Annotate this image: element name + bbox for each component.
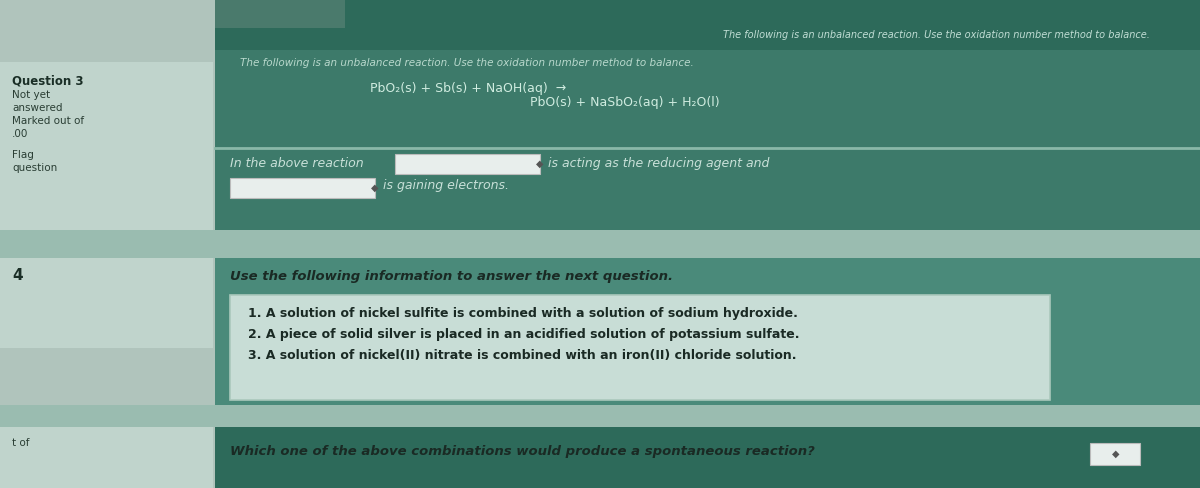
Text: PbO(s) + NaSbO₂(aq) + H₂O(l): PbO(s) + NaSbO₂(aq) + H₂O(l) [530, 96, 720, 109]
Text: .00: .00 [12, 129, 29, 139]
Bar [0, 62, 214, 230]
Text: Marked out of: Marked out of [12, 116, 84, 126]
Bar [215, 50, 1200, 275]
Text: 1. A solution of nickel sulfite is combined with a solution of sodium hydroxide.: 1. A solution of nickel sulfite is combi… [248, 307, 798, 320]
Text: 4: 4 [12, 268, 23, 283]
Text: Which one of the above combinations would produce a spontaneous reaction?: Which one of the above combinations woul… [230, 445, 815, 458]
Bar [215, 0, 346, 28]
Text: is gaining electrons.: is gaining electrons. [383, 179, 509, 192]
Text: 2. A piece of solid silver is placed in an acidified solution of potassium sulfa: 2. A piece of solid silver is placed in … [248, 328, 799, 341]
Bar [230, 178, 374, 198]
Bar [230, 295, 1050, 400]
Bar [215, 427, 1200, 488]
Bar [215, 0, 1200, 50]
Text: Use the following information to answer the next question.: Use the following information to answer … [230, 270, 673, 283]
Text: 3. A solution of nickel(II) nitrate is combined with an iron(II) chloride soluti: 3. A solution of nickel(II) nitrate is c… [248, 349, 797, 362]
Bar [395, 154, 540, 174]
Text: The following is an unbalanced reaction. Use the oxidation number method to bala: The following is an unbalanced reaction.… [240, 58, 694, 68]
Bar [0, 258, 214, 348]
Text: answered: answered [12, 103, 62, 113]
Bar [1090, 443, 1140, 465]
Text: question: question [12, 163, 58, 173]
Text: Flag: Flag [12, 150, 34, 160]
Bar [0, 427, 214, 488]
Text: t of: t of [12, 438, 30, 448]
Text: is acting as the reducing agent and: is acting as the reducing agent and [548, 157, 769, 170]
Text: The following is an unbalanced reaction. Use the oxidation number method to bala: The following is an unbalanced reaction.… [724, 30, 1150, 40]
Bar [0, 405, 1200, 427]
Text: PbO₂(s) + Sb(s) + NaOH(aq)  →: PbO₂(s) + Sb(s) + NaOH(aq) → [370, 82, 566, 95]
Text: ◆: ◆ [1112, 449, 1120, 459]
Text: In the above reaction: In the above reaction [230, 157, 364, 170]
Text: ◆: ◆ [371, 183, 378, 193]
Text: Not yet: Not yet [12, 90, 50, 100]
Text: ◆: ◆ [536, 159, 544, 169]
Text: Question 3: Question 3 [12, 74, 84, 87]
Bar [0, 230, 1200, 258]
Bar [215, 258, 1200, 488]
